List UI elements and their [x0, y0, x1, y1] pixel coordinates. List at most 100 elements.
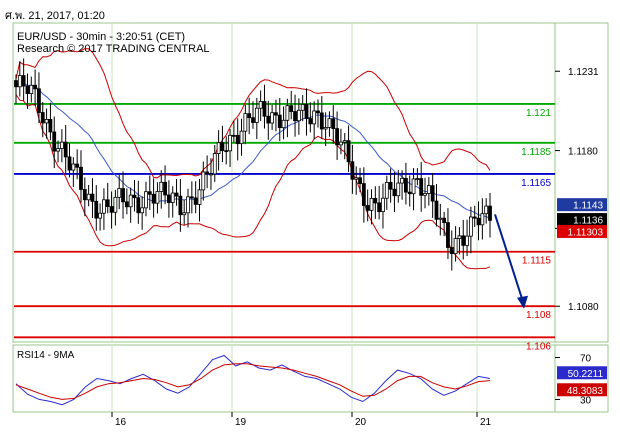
candle-body — [98, 212, 102, 219]
level-label: 1.1115 — [522, 256, 552, 267]
candle-body — [144, 191, 148, 209]
candle-body — [457, 235, 462, 239]
candle-body — [231, 134, 236, 137]
candle-body — [239, 130, 244, 145]
forecast-arrow — [494, 214, 528, 309]
rsi-lines — [15, 354, 491, 406]
candle-body — [488, 205, 492, 221]
candle-body — [354, 177, 359, 180]
candle-body — [468, 216, 473, 237]
candle-body — [14, 80, 18, 88]
candle-body — [212, 153, 217, 175]
y-tick-label: 1.1180 — [568, 147, 598, 158]
candle-body — [193, 197, 198, 205]
candle-body — [94, 200, 99, 219]
x-tick-label: 21 — [480, 417, 492, 428]
candle-body — [155, 191, 160, 204]
candle-body — [346, 140, 351, 163]
candle-body — [277, 114, 282, 129]
candle-body — [102, 199, 106, 214]
candle-body — [44, 119, 49, 124]
candle-body — [37, 88, 41, 113]
candle-body — [121, 188, 125, 203]
candle-body — [415, 178, 420, 180]
candle-body — [25, 85, 30, 94]
candle-body — [426, 185, 431, 194]
candle-body — [453, 238, 458, 255]
x-tick-label: 19 — [235, 417, 247, 428]
candle-body — [56, 148, 60, 152]
candle-body — [449, 247, 454, 255]
candle-body — [186, 196, 190, 214]
candle-body — [79, 166, 83, 190]
candle-body — [29, 84, 34, 94]
candle-body — [281, 119, 286, 129]
candle-body — [430, 185, 435, 202]
rsi-panel-frame — [12, 344, 609, 413]
candle-body — [438, 217, 443, 220]
candle-body — [205, 171, 210, 175]
rsi-value-tag: 50.2211 — [568, 369, 604, 380]
candle-body — [201, 171, 206, 191]
candle-body — [373, 197, 378, 204]
candles — [14, 58, 492, 271]
candle-body — [377, 202, 382, 212]
rsi-ma-value-tag: 48.3083 — [567, 386, 604, 397]
candle-body — [251, 117, 255, 123]
rsi-value-tag-box — [557, 366, 607, 380]
bollinger-lower — [15, 94, 491, 270]
candle-body — [369, 197, 374, 211]
bollinger-bands — [15, 48, 491, 270]
candle-body — [365, 205, 370, 211]
candle-body — [254, 107, 259, 123]
candle-body — [442, 217, 447, 223]
y-tick-label: 1.1231 — [568, 67, 599, 78]
candle-body — [411, 178, 416, 195]
candle-body — [163, 181, 167, 196]
attribution: Research © 2017 TRADING CENTRAL — [17, 43, 210, 55]
moving-average — [15, 80, 491, 220]
candle-body — [396, 182, 401, 197]
candle-body — [40, 112, 45, 124]
candle-body — [392, 188, 397, 197]
candle-body — [17, 75, 22, 88]
level-label: 1.121 — [526, 108, 551, 119]
candle-body — [480, 213, 485, 226]
candle-body — [21, 75, 26, 87]
candle-body — [404, 177, 408, 193]
candle-body — [300, 103, 305, 111]
candle-body — [446, 222, 450, 248]
rsi-y-tick-label: 70 — [580, 354, 592, 365]
candle-body — [216, 142, 221, 154]
candle-body — [90, 193, 95, 202]
candle-body — [243, 113, 248, 132]
level-label: 1.108 — [526, 310, 551, 321]
candle-body — [224, 150, 229, 153]
candle-body — [266, 115, 271, 124]
candle-body — [312, 110, 317, 125]
candle-body — [381, 197, 385, 212]
candle-body — [465, 235, 469, 246]
rsi-y-tick-label: 30 — [580, 395, 592, 406]
candle-body — [117, 188, 122, 198]
band-value-tag-box — [557, 224, 607, 238]
candle-body — [247, 113, 252, 119]
candle-body — [109, 206, 114, 213]
candle-body — [105, 199, 110, 207]
candle-body — [342, 140, 347, 143]
y-tick-label: 1.1080 — [568, 302, 599, 313]
candle-body — [316, 110, 320, 114]
datetime-header: ศ.พ. 21, 2017, 01:20 — [5, 10, 105, 22]
candle-body — [113, 196, 118, 213]
candle-body — [170, 192, 175, 203]
candle-body — [289, 105, 294, 112]
support-resistance-levels: 1.121 1.1185 1.1165 1.1115 1.108 1.106 — [14, 103, 555, 352]
candle-body — [388, 182, 393, 190]
candle-body — [48, 119, 53, 133]
level-label: 1.106 — [526, 341, 551, 352]
rsi-gridlines — [111, 345, 478, 412]
candle-body — [140, 207, 145, 214]
candle-body — [461, 235, 466, 246]
